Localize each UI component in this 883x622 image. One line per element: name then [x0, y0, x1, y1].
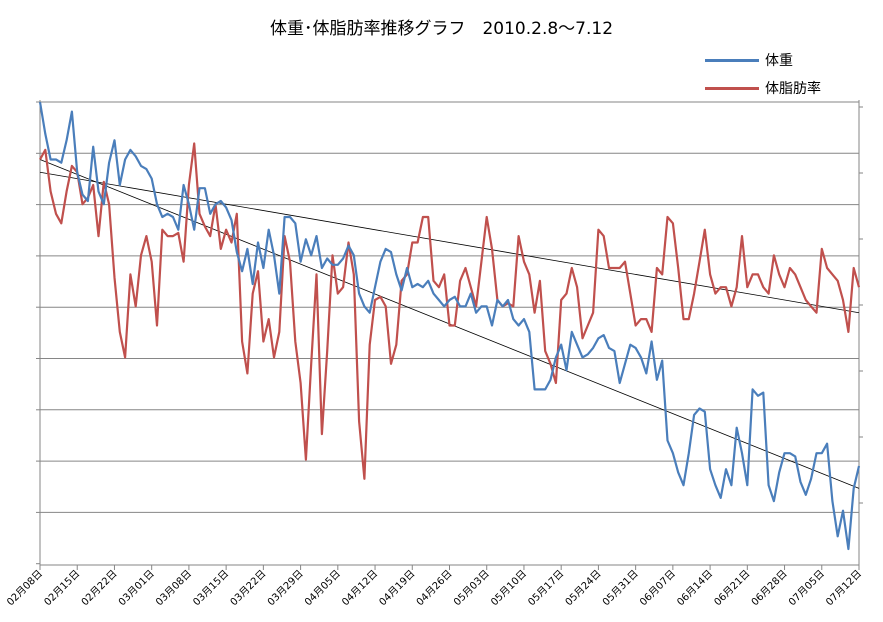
x-tick-label: 07月12日 — [823, 568, 864, 609]
x-tick-label: 06月07日 — [637, 568, 678, 609]
x-tick-label: 03月29日 — [265, 568, 306, 609]
x-tick-label: 04月12日 — [340, 568, 381, 609]
x-tick-label: 06月21日 — [712, 568, 753, 609]
x-tick-label: 03月15日 — [191, 568, 232, 609]
x-tick-label: 04月26日 — [414, 568, 455, 609]
legend-swatch-bodyfat — [705, 87, 759, 90]
axes — [36, 100, 863, 570]
x-tick-label: 02月22日 — [79, 568, 120, 609]
x-tick-label: 04月05日 — [302, 568, 343, 609]
x-tick-label: 05月31日 — [600, 568, 641, 609]
x-tick-label: 02月08日 — [4, 568, 45, 609]
x-tick-label: 05月10日 — [488, 568, 529, 609]
x-tick-label: 05月24日 — [563, 568, 604, 609]
gridlines — [40, 101, 859, 513]
x-tick-label: 05月17日 — [526, 568, 567, 609]
x-tick-label: 06月14日 — [675, 568, 716, 609]
legend-swatch-weight — [705, 59, 759, 62]
trendline — [39, 171, 860, 314]
x-tick-label: 03月22日 — [228, 568, 269, 609]
x-tick-label: 06月28日 — [749, 568, 790, 609]
series-lines — [38, 101, 861, 551]
series-line-weight — [38, 101, 861, 551]
legend-label-bodyfat: 体脂肪率 — [765, 81, 821, 97]
x-tick-label: 04月19日 — [377, 568, 418, 609]
x-tick-label: 07月05日 — [786, 568, 827, 609]
series-line-bodyfat — [39, 142, 861, 480]
x-tick-label: 05月03日 — [451, 568, 492, 609]
chart-title: 体重･体脂肪率推移グラフ 2010.2.8～7.12 — [269, 19, 614, 39]
x-tick-labels: 02月08日02月15日02月22日03月01日03月08日03月15日03月2… — [4, 568, 864, 609]
legend-label-weight: 体重 — [765, 53, 793, 69]
x-tick-label: 03月08日 — [153, 568, 194, 609]
x-tick-label: 03月01日 — [116, 568, 157, 609]
x-tick-label: 02月15日 — [42, 568, 83, 609]
